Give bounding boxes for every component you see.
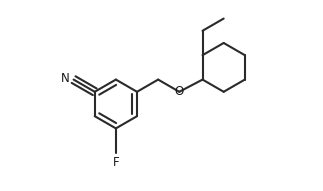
Text: O: O [175, 85, 184, 98]
Text: F: F [112, 155, 119, 169]
Text: N: N [61, 72, 70, 85]
